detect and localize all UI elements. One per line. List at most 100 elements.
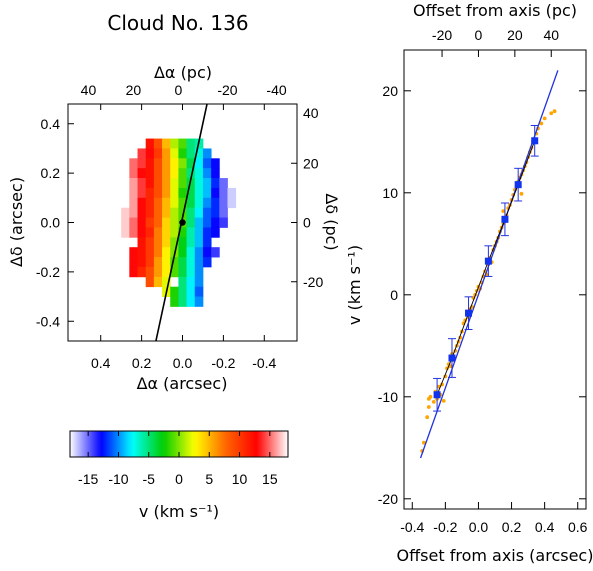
- map-pixel: [170, 138, 179, 149]
- pixel-point: [425, 415, 430, 420]
- map-pixel: [178, 178, 187, 189]
- scatter-y-tick-label: 0: [390, 287, 398, 303]
- map-x2-tick-label: -40: [266, 82, 286, 98]
- scatter-y-tick-label: 10: [382, 185, 398, 201]
- map-pixel: [153, 178, 163, 189]
- map-pixel: [121, 207, 130, 218]
- map-pixel: [137, 227, 147, 238]
- map-pixel: [153, 158, 163, 169]
- map-pixel: [170, 296, 179, 307]
- map-pixel: [153, 217, 163, 228]
- map-x-tick-label: 0.2: [132, 355, 152, 371]
- map-pixel: [186, 257, 196, 268]
- map-pixel: [178, 257, 187, 268]
- map-pixel: [112, 227, 122, 238]
- map-pixel: [186, 207, 196, 218]
- map-pixel: [170, 266, 179, 278]
- map-pixel: [178, 237, 187, 248]
- map-y-tick-label: 0.0: [41, 215, 61, 231]
- map-pixel: [178, 197, 187, 209]
- map-pixel: [194, 217, 204, 228]
- map-pixel: [186, 296, 196, 307]
- map-pixel: [170, 257, 179, 268]
- map-pixel: [211, 247, 220, 258]
- map-pixel: [178, 286, 187, 297]
- map-pixel: [145, 217, 155, 228]
- colorbar-tick-label: -5: [142, 471, 155, 487]
- scatter-y-tick-label: -20: [378, 491, 398, 507]
- map-pixel: [137, 207, 147, 218]
- map-y-tick-label: -0.2: [36, 264, 60, 280]
- map-pixel: [153, 148, 163, 159]
- map-pixel: [145, 138, 155, 149]
- map-pixel: [194, 187, 204, 199]
- binned-point: [465, 309, 473, 317]
- map-pixel: [137, 148, 147, 159]
- scatter-frame: [403, 49, 587, 510]
- map-pixel: [129, 227, 138, 238]
- map-pixel: [170, 148, 179, 159]
- map-pixel: [211, 178, 220, 189]
- map-pixel: [202, 148, 212, 159]
- map-pixel: [202, 247, 212, 258]
- map-pixel: [137, 237, 147, 248]
- map-pixel: [219, 187, 228, 199]
- map-pixel: [170, 158, 179, 169]
- colorbar-label: v (km s⁻¹): [139, 502, 219, 521]
- map-pixel: [162, 197, 171, 209]
- map-pixel: [194, 178, 204, 189]
- binned-point: [531, 137, 539, 145]
- map-pixel: [162, 148, 171, 159]
- scatter-bottom-axis-label: Offset from axis (arcsec): [397, 546, 593, 565]
- scatter-x-tick-label: 0.4: [535, 519, 555, 535]
- map-pixel: [129, 217, 138, 228]
- map-pixel: [137, 168, 147, 179]
- map-y-tick-label: 0.4: [41, 116, 61, 132]
- map-pixel: [194, 158, 204, 169]
- map-pixel: [211, 168, 220, 179]
- map-pixel: [186, 168, 196, 179]
- pixel-point: [421, 440, 426, 445]
- map-pixel: [170, 286, 179, 297]
- map-pixel: [186, 148, 196, 159]
- map-pixel: [162, 276, 171, 288]
- map-pixel: [153, 138, 163, 149]
- map-pixel: [194, 276, 204, 288]
- scatter-x-tick-label: -0.2: [433, 519, 457, 535]
- map-pixel: [162, 138, 171, 149]
- map-pixel: [170, 197, 179, 209]
- map-pixel: [211, 158, 220, 169]
- scatter-x-tick-label: 0.0: [469, 519, 489, 535]
- map-pixel: [145, 237, 155, 248]
- map-pixel: [153, 237, 163, 248]
- map-pixel: [186, 158, 196, 169]
- cloud-center-marker: [179, 219, 186, 226]
- map-pixel: [162, 227, 171, 238]
- map-pixel: [129, 207, 138, 218]
- map-left-axis-label: Δδ (arcsec): [7, 177, 26, 267]
- scatter-data: [419, 70, 559, 459]
- binned-point: [514, 181, 522, 189]
- map-pixel: [219, 207, 228, 218]
- map-pixel: [153, 187, 163, 199]
- map-pixel: [227, 197, 237, 209]
- pixel-point: [539, 121, 544, 126]
- map-x2-tick-label: -20: [217, 82, 237, 98]
- map-pixel: [145, 148, 155, 159]
- map-pixel: [219, 197, 228, 209]
- map-pixel: [145, 158, 155, 169]
- map-top-axis-label: Δα (pc): [154, 63, 212, 82]
- map-pixel: [186, 247, 196, 258]
- map-pixel: [194, 296, 204, 307]
- map-pixel: [178, 187, 187, 199]
- map-pixel: [112, 207, 122, 218]
- colorbar-tick-label: 15: [262, 471, 278, 487]
- colorbar-tick-label: 10: [232, 471, 248, 487]
- map-pixel: [178, 158, 187, 169]
- map-pixel: [145, 207, 155, 218]
- map-pixels: [112, 138, 237, 307]
- map-x2-tick-label: 20: [126, 82, 142, 98]
- map-pixel: [153, 247, 163, 258]
- map-pixel: [162, 266, 171, 278]
- scatter-x2-tick-label: 40: [543, 27, 559, 43]
